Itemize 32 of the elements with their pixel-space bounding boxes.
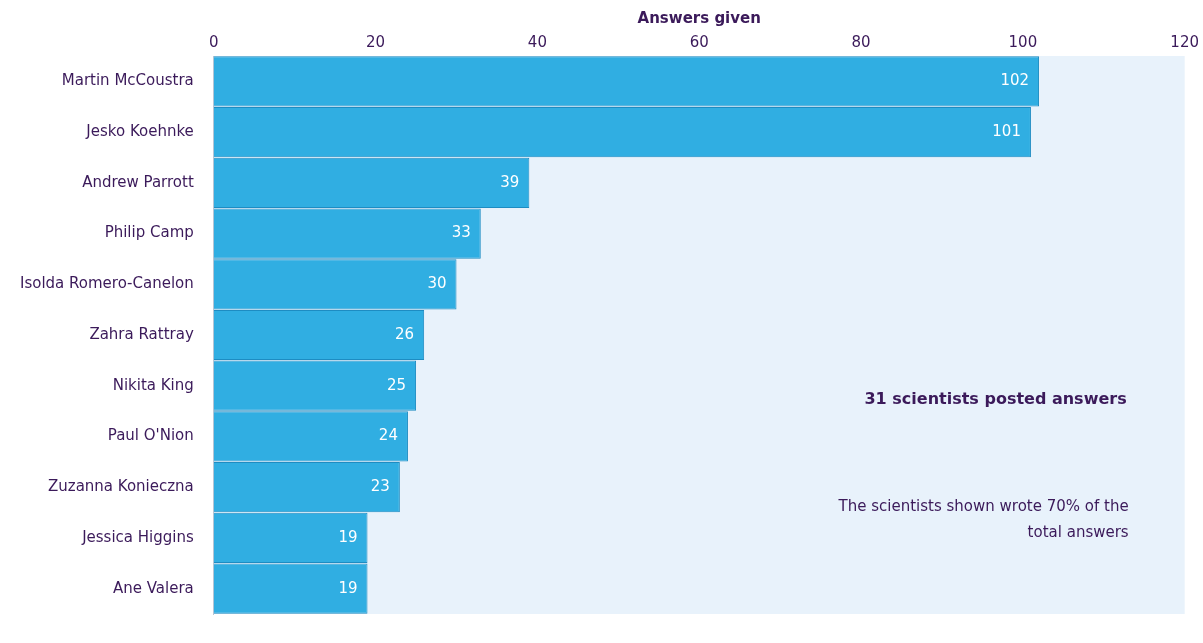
- data-label: 26: [395, 324, 415, 343]
- annotation: 31 scientists posted answers: [864, 389, 1127, 409]
- x-tick-label: 40: [527, 32, 547, 51]
- data-label: 30: [427, 274, 447, 293]
- y-tick-label: Nikita King: [112, 375, 194, 394]
- x-tick-label: 120: [1170, 32, 1200, 51]
- y-tick-label: Philip Camp: [104, 223, 194, 242]
- data-label: 19: [338, 527, 358, 546]
- x-axis-title: Answers given: [637, 8, 761, 27]
- y-tick-label: Zuzanna Konieczna: [47, 477, 194, 496]
- y-tick-label: Ane Valera: [112, 578, 194, 597]
- x-tick-label: 0: [209, 32, 219, 51]
- y-tick-label: Isolda Romero-Canelon: [19, 274, 194, 293]
- y-tick-label: Jesko Koehnke: [85, 121, 194, 140]
- data-label: 101: [992, 121, 1021, 140]
- data-label: 25: [386, 375, 407, 394]
- y-tick-label: Zahra Rattray: [89, 324, 194, 343]
- x-tick-label: 20: [366, 32, 386, 51]
- data-label: 23: [370, 477, 390, 496]
- annotation: The scientists shown wrote 70% of the total answers: [837, 496, 1129, 541]
- data-label: 24: [378, 426, 398, 445]
- x-tick-label: 60: [689, 32, 709, 51]
- data-label: 102: [1000, 71, 1030, 90]
- y-tick-label: Andrew Parrott: [82, 172, 194, 191]
- data-label: 33: [451, 223, 471, 242]
- y-tick-label: Martin McCoustra: [61, 71, 194, 90]
- x-tick-label: 80: [851, 32, 871, 51]
- data-label: 19: [338, 578, 358, 597]
- y-tick-label: Paul O'Nion: [107, 426, 194, 445]
- data-label: 39: [500, 172, 520, 191]
- x-tick-label: 100: [1008, 32, 1038, 51]
- y-tick-label: Jessica Higgins: [81, 527, 194, 546]
